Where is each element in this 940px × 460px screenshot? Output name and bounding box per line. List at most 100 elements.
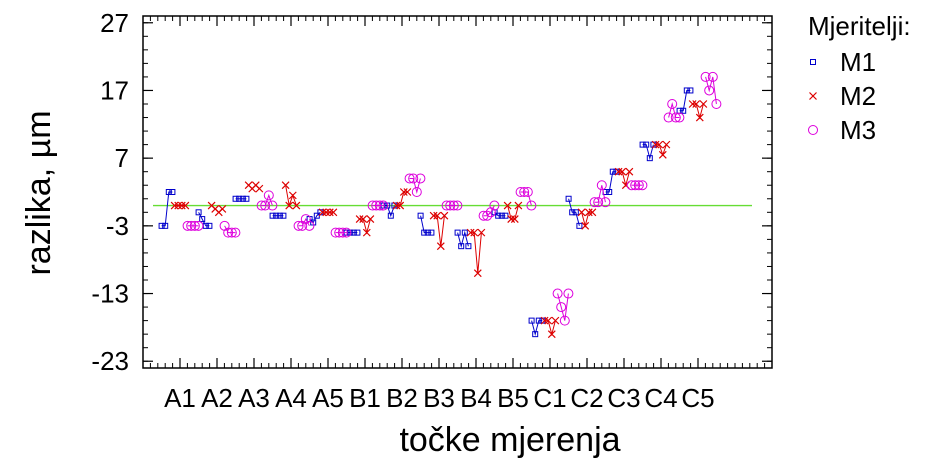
- data-point-square: [421, 229, 428, 236]
- data-point-square: [606, 189, 613, 195]
- data-point-circle: [189, 220, 200, 231]
- data-point-circle: [515, 187, 526, 197]
- data-point-x-stroke: [466, 228, 475, 237]
- data-point-square: [269, 212, 276, 219]
- series-line: [420, 215, 432, 234]
- data-point-square: [528, 317, 535, 324]
- data-point-x: [577, 208, 586, 217]
- series-line: [668, 102, 680, 118]
- data-point-x-stroke: [581, 221, 590, 230]
- data-point-circle: [226, 227, 237, 238]
- data-point-square: [535, 317, 542, 324]
- data-point-circle: [448, 200, 459, 211]
- data-point-square: [158, 222, 165, 229]
- data-point-x: [470, 228, 479, 237]
- data-point-circle: [596, 180, 607, 191]
- series-line: [642, 144, 654, 161]
- x-tick-label: B3: [423, 383, 455, 413]
- data-point-square: [810, 59, 816, 65]
- data-point-circle: [415, 173, 426, 184]
- x-tick-label: C1: [533, 383, 566, 413]
- data-point-circle: [808, 125, 818, 135]
- data-point-x: [695, 113, 704, 122]
- data-point-circle: [711, 99, 722, 109]
- data-point-x-stroke: [177, 201, 186, 210]
- data-point-circle: [223, 227, 234, 238]
- series-line: [224, 225, 236, 234]
- data-point-x: [540, 316, 549, 325]
- data-point-circle: [304, 220, 315, 231]
- data-point-circle: [626, 180, 637, 191]
- data-point-x-stroke: [318, 208, 327, 217]
- data-point-square: [680, 107, 687, 114]
- data-point-x: [436, 242, 445, 251]
- data-point-x: [507, 215, 516, 224]
- data-point-circle: [337, 227, 348, 238]
- series-line: [494, 211, 506, 217]
- data-point-x-stroke: [362, 228, 371, 237]
- data-point-x: [503, 201, 512, 210]
- series-line: [261, 193, 273, 206]
- data-point-x-stroke: [658, 150, 667, 159]
- data-point-square: [643, 141, 650, 148]
- data-point-square: [454, 229, 461, 236]
- x-tick-label: A4: [275, 383, 307, 413]
- data-point-x: [588, 208, 597, 217]
- data-point-circle: [441, 200, 452, 211]
- series-line: [359, 218, 371, 235]
- data-point-x: [285, 201, 294, 210]
- data-point-x: [170, 201, 179, 210]
- data-point-square: [569, 209, 576, 216]
- data-point-square: [243, 195, 250, 202]
- data-point-circle: [256, 200, 267, 211]
- data-point-x-stroke: [403, 188, 412, 196]
- data-point-x: [662, 140, 671, 149]
- data-point-circle: [408, 173, 419, 184]
- data-point-x-stroke: [547, 330, 556, 339]
- data-point-circle: [293, 220, 304, 231]
- data-point-x: [181, 201, 190, 210]
- plot-layer: [153, 71, 752, 339]
- data-point-x: [255, 184, 264, 193]
- data-point-x-stroke: [507, 215, 516, 224]
- data-point-x: [551, 316, 560, 325]
- data-point-x: [614, 167, 623, 176]
- x-tick-label: A2: [201, 383, 233, 413]
- data-point-circle: [330, 227, 341, 238]
- data-point-circle: [367, 200, 378, 211]
- data-point-x: [514, 201, 523, 210]
- data-point-x: [618, 167, 627, 176]
- data-point-x-stroke: [655, 140, 664, 149]
- data-point-circle: [411, 187, 422, 197]
- data-point-square: [565, 195, 572, 202]
- series-line: [298, 218, 310, 227]
- data-point-square: [576, 222, 583, 229]
- data-point-x: [625, 167, 634, 176]
- data-point-x-stroke: [514, 201, 523, 210]
- series-line: [409, 178, 421, 194]
- data-point-x-stroke: [429, 211, 438, 220]
- series-M3: [182, 71, 722, 326]
- series-line: [309, 211, 321, 224]
- x-tick-label: B2: [386, 383, 418, 413]
- data-point-square: [465, 243, 472, 250]
- data-point-circle: [519, 187, 530, 197]
- data-point-circle: [552, 288, 563, 299]
- y-tick-label: 17: [100, 75, 129, 105]
- data-point-square: [609, 168, 616, 175]
- data-point-circle: [230, 227, 241, 238]
- data-point-x-stroke: [359, 215, 368, 224]
- data-point-x-stroke: [618, 167, 627, 176]
- data-point-circle: [600, 197, 611, 208]
- data-point-square: [424, 229, 431, 236]
- data-point-circle: [593, 197, 604, 208]
- data-point-x-stroke: [355, 215, 364, 224]
- x-tick-label: B1: [349, 383, 381, 413]
- x-tick-label: A3: [238, 383, 270, 413]
- data-point-circle: [482, 210, 493, 221]
- data-point-circle: [663, 112, 674, 123]
- data-point-circle: [559, 315, 570, 326]
- data-point-x-stroke: [699, 100, 708, 108]
- data-point-x: [399, 188, 408, 196]
